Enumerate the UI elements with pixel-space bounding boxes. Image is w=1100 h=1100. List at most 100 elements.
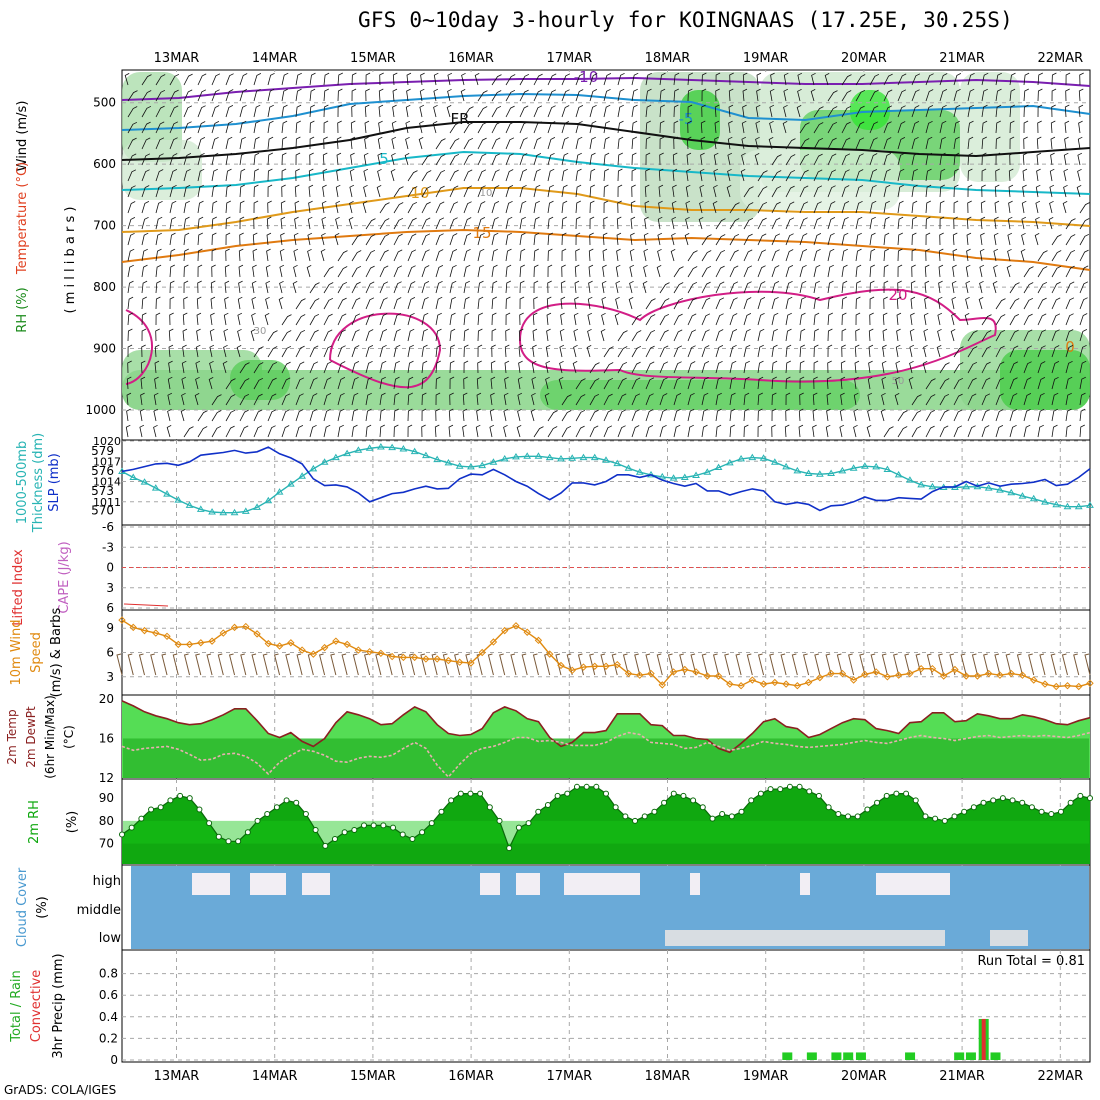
- wind-speed-point: [996, 671, 1004, 679]
- rh-point: [903, 790, 910, 797]
- rh-point: [515, 824, 522, 831]
- rh-point: [990, 797, 997, 804]
- thickness-point: [602, 456, 610, 463]
- rh-point: [302, 811, 309, 818]
- surface-wind-barbs: [116, 653, 1091, 676]
- rh-point: [680, 792, 687, 799]
- thickness-tick-label: 576: [91, 464, 114, 478]
- thickness-point: [725, 458, 734, 466]
- time-label-bottom: 17MAR: [546, 1069, 592, 1084]
- thickness-point: [770, 458, 779, 465]
- axis-label-temp2m: (6hr Min/Max): [43, 695, 57, 779]
- wind-speed-point: [928, 664, 937, 673]
- rh-point: [912, 797, 919, 804]
- thickness-point: [1063, 502, 1072, 510]
- wind-speed-point: [771, 678, 779, 687]
- wind-speed-point: [163, 632, 171, 641]
- thickness-tick-label: 579: [91, 444, 114, 458]
- thickness-point: [174, 496, 183, 503]
- wind-speed-point: [343, 640, 351, 649]
- precip-bar-total: [855, 1052, 866, 1060]
- axis-label-rh: RH (%): [15, 287, 30, 332]
- contour-label: 20: [888, 286, 907, 304]
- wind-speed-point: [827, 669, 835, 678]
- rh-point: [1009, 797, 1016, 804]
- wind-speed-point: [309, 650, 318, 658]
- axis-label-thickness-a: 1000-500mb: [15, 441, 30, 525]
- wind-speed-point: [287, 639, 295, 647]
- axis-label-convective: Convective: [29, 970, 44, 1043]
- rh-point: [893, 790, 900, 797]
- rh-point: [467, 790, 474, 797]
- wind-speed-point: [129, 623, 137, 632]
- temp-tick-label: 20: [99, 692, 114, 706]
- axis-label-wind10m: 10m Wind: [9, 619, 24, 685]
- rh-point: [148, 806, 155, 813]
- wind-speed-point: [219, 629, 228, 637]
- rh-point: [1057, 808, 1064, 815]
- wind-speed-point: [1007, 669, 1015, 678]
- precip-tick-label: 0.2: [99, 1031, 118, 1045]
- thickness-point: [422, 451, 430, 459]
- thickness-line: [121, 446, 1091, 514]
- wind-speed-point: [1075, 682, 1083, 691]
- rh-point: [244, 829, 251, 836]
- wind-tick-label: 9: [106, 621, 114, 635]
- contour-label: 50: [892, 376, 905, 387]
- pressure-tick-label: 700: [93, 219, 116, 233]
- pressure-tick-label: 500: [93, 96, 116, 110]
- axis-label-precip: 3hr Precip (mm): [51, 953, 66, 1058]
- wind-speed-point: [624, 669, 633, 678]
- pressure-tick-label: 1000: [85, 403, 116, 417]
- wind-speed-point: [906, 669, 914, 678]
- thickness-point: [545, 453, 554, 461]
- rh-point: [157, 804, 164, 811]
- axis-label-speed: Speed: [29, 632, 44, 673]
- rh-point: [573, 783, 580, 790]
- wind-speed-point: [118, 616, 126, 624]
- time-label-top: 18MAR: [645, 51, 691, 66]
- wind-speed-point: [185, 640, 194, 649]
- thickness-point: [467, 462, 475, 470]
- wind-speed-point: [523, 628, 531, 636]
- thickness-point: [512, 452, 520, 460]
- wind-speed-point: [647, 669, 655, 678]
- wind-tick-label: 3: [106, 670, 114, 684]
- rh-point: [409, 836, 416, 843]
- rh-tick-label: 70: [99, 837, 114, 851]
- thickness-point: [1074, 502, 1083, 510]
- thickness-point: [129, 473, 138, 481]
- time-label-top: 22MAR: [1037, 51, 1083, 66]
- wind-speed-point: [140, 626, 149, 635]
- rh-point: [390, 824, 397, 831]
- slp-line: [121, 446, 1091, 512]
- wind-speed-point: [962, 672, 970, 680]
- wind-speed-point: [917, 664, 925, 673]
- rh-point: [593, 783, 600, 790]
- thickness-point: [714, 463, 723, 471]
- rh-point: [138, 815, 145, 822]
- rh-point: [951, 813, 958, 820]
- wind-speed-point: [1063, 682, 1072, 690]
- time-label-top: 20MAR: [841, 51, 887, 66]
- axis-label-thickness-b: Thickness (dm): [31, 433, 46, 533]
- temp-band: [123, 738, 1089, 778]
- precip-bar-total: [965, 1052, 976, 1060]
- thickness-point: [669, 474, 678, 481]
- axis-label-cloud: Cloud Cover: [15, 867, 30, 947]
- wind-speed-point: [467, 659, 475, 667]
- rh-point: [428, 820, 435, 827]
- thickness-point: [286, 480, 295, 487]
- li-tick-label: 3: [106, 581, 114, 595]
- rh-point: [622, 813, 629, 820]
- wind-speed-point: [377, 649, 385, 658]
- contour-minus5: [121, 92, 1091, 131]
- thickness-point: [151, 484, 160, 491]
- precip-bar-total: [831, 1052, 842, 1060]
- wind-speed-point: [692, 668, 700, 676]
- wind-speed-point: [984, 669, 993, 678]
- wind-speed-line: [121, 619, 1091, 688]
- precip-bar-total: [843, 1052, 854, 1060]
- wind-speed-point: [951, 665, 959, 674]
